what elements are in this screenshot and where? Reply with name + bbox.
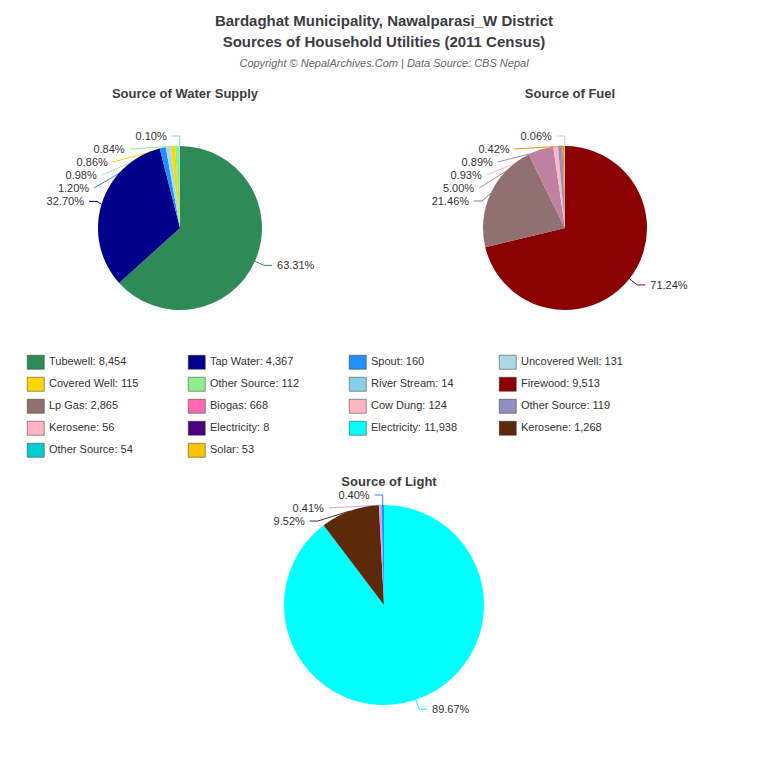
svg-text:Electricity: 11,938: Electricity: 11,938 bbox=[371, 421, 457, 433]
svg-text:0.06%: 0.06% bbox=[521, 130, 552, 142]
svg-text:0.98%: 0.98% bbox=[66, 169, 97, 181]
svg-text:0.86%: 0.86% bbox=[77, 156, 108, 168]
svg-text:Copyright © NepalArchives.Com: Copyright © NepalArchives.Com | Data Sou… bbox=[239, 57, 529, 69]
svg-text:Tubewell: 8,454: Tubewell: 8,454 bbox=[49, 355, 126, 367]
svg-text:0.40%: 0.40% bbox=[338, 489, 369, 501]
svg-text:Kerosene: 56: Kerosene: 56 bbox=[49, 421, 114, 433]
svg-text:5.00%: 5.00% bbox=[443, 182, 474, 194]
svg-text:Source of Fuel: Source of Fuel bbox=[525, 86, 615, 101]
svg-text:0.84%: 0.84% bbox=[93, 143, 124, 155]
svg-text:Other Source: 112: Other Source: 112 bbox=[210, 377, 299, 389]
svg-text:Other Source: 119: Other Source: 119 bbox=[521, 399, 610, 411]
svg-text:Spout: 160: Spout: 160 bbox=[371, 355, 424, 367]
svg-text:Uncovered Well: 131: Uncovered Well: 131 bbox=[521, 355, 623, 367]
svg-text:Other Source: 54: Other Source: 54 bbox=[49, 443, 133, 455]
svg-text:0.89%: 0.89% bbox=[462, 156, 493, 168]
svg-text:Covered Well: 115: Covered Well: 115 bbox=[49, 377, 138, 389]
svg-text:71.24%: 71.24% bbox=[650, 279, 688, 291]
svg-text:Tap Water: 4,367: Tap Water: 4,367 bbox=[210, 355, 293, 367]
svg-text:Kerosene: 1,268: Kerosene: 1,268 bbox=[521, 421, 602, 433]
svg-text:Electricity: 8: Electricity: 8 bbox=[210, 421, 269, 433]
svg-text:1.20%: 1.20% bbox=[58, 182, 89, 194]
svg-text:Source of Water Supply: Source of Water Supply bbox=[112, 86, 259, 101]
svg-text:89.67%: 89.67% bbox=[432, 703, 470, 715]
svg-text:Bardaghat Municipality, Nawalp: Bardaghat Municipality, Nawalparasi_W Di… bbox=[215, 12, 553, 29]
svg-text:21.46%: 21.46% bbox=[432, 195, 470, 207]
svg-text:9.52%: 9.52% bbox=[274, 515, 305, 527]
svg-text:Biogas: 668: Biogas: 668 bbox=[210, 399, 268, 411]
svg-text:Source of Light: Source of Light bbox=[341, 474, 437, 489]
svg-text:River Stream: 14: River Stream: 14 bbox=[371, 377, 454, 389]
svg-text:0.93%: 0.93% bbox=[451, 169, 482, 181]
svg-text:Firewood: 9,513: Firewood: 9,513 bbox=[521, 377, 600, 389]
svg-text:63.31%: 63.31% bbox=[277, 259, 315, 271]
svg-text:Cow Dung: 124: Cow Dung: 124 bbox=[371, 399, 447, 411]
svg-text:Sources of Household Utilities: Sources of Household Utilities (2011 Cen… bbox=[223, 33, 546, 50]
svg-text:0.41%: 0.41% bbox=[293, 502, 324, 514]
svg-text:32.70%: 32.70% bbox=[47, 195, 85, 207]
svg-text:Solar: 53: Solar: 53 bbox=[210, 443, 254, 455]
svg-text:0.42%: 0.42% bbox=[478, 143, 509, 155]
svg-text:0.10%: 0.10% bbox=[136, 130, 167, 142]
svg-text:Lp Gas: 2,865: Lp Gas: 2,865 bbox=[49, 399, 118, 411]
